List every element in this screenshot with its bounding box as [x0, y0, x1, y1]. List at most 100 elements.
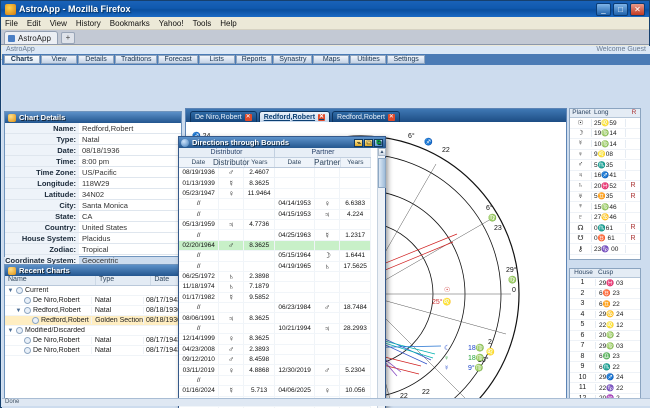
dialog-col-distributor-1[interactable]: Distributor — [213, 158, 250, 167]
dialog-col-date-3[interactable]: Date — [275, 158, 315, 167]
module-tab-settings[interactable]: Settings — [387, 55, 425, 64]
chart-detail-value: CA — [82, 212, 93, 221]
tree-twisty-icon[interactable]: ▼ — [7, 327, 14, 334]
direction-row[interactable]: 06/25/1972 ♄ 2.3898 — [179, 271, 371, 283]
houses-column-cusp[interactable]: Cusp — [598, 269, 614, 276]
houses-column-house[interactable]: House — [570, 269, 596, 277]
dialog-col-years-2[interactable]: Years — [245, 158, 275, 167]
recent-chart-row[interactable]: ▼ Redford,Robert Natal 08/18/1936 — [5, 306, 181, 316]
direction-row[interactable]: 05/13/1959 ♃ 4.7736 — [179, 219, 371, 231]
recent-chart-row[interactable]: ▼ Current — [5, 286, 181, 296]
module-tab-details[interactable]: Details — [78, 55, 114, 64]
menu-item-file[interactable]: File — [5, 18, 18, 28]
planet-longitude: 16♐41 — [592, 171, 626, 180]
recent-chart-date: 08/17/1943 — [142, 297, 181, 304]
direction-row[interactable]: // 04/15/1953 ♃ 4.224 — [179, 209, 371, 220]
direction-row[interactable]: // 05/15/1964 ☽ 1.6441 — [179, 251, 371, 262]
planets-column-long[interactable]: Long — [592, 109, 626, 117]
partner-years — [340, 219, 371, 230]
svg-text:♐ 24: ♐ 24 — [192, 131, 211, 140]
module-tab-view[interactable]: View — [41, 55, 77, 64]
scroll-up-button[interactable]: ▲ — [378, 148, 386, 156]
module-tab-forecast[interactable]: Forecast — [158, 55, 198, 64]
menu-item-edit[interactable]: Edit — [26, 18, 41, 28]
module-tab-charts[interactable]: Charts — [4, 55, 40, 64]
recent-column-name[interactable]: Name — [5, 276, 96, 285]
dialog-restore-button[interactable]: ⧉ — [374, 138, 383, 147]
direction-row[interactable]: // 06/23/1984 ♂ 18.7484 — [179, 303, 371, 314]
dialog-col-partner-4[interactable]: Partner — [314, 158, 341, 167]
menu-item-view[interactable]: View — [49, 18, 67, 28]
recent-chart-row[interactable]: De Niro,Robert Natal 08/17/1943 — [5, 336, 181, 346]
module-tab-traditions[interactable]: Traditions — [115, 55, 158, 64]
direction-row[interactable]: 11/18/1974 ♄ 7.1879 — [179, 282, 371, 293]
chart-tab[interactable]: De Niro,Robert ✕ — [190, 111, 257, 122]
dialog-group-headers: Distributor Partner — [179, 148, 371, 158]
chart-tab[interactable]: Redford,Robert ✕ — [332, 111, 400, 122]
tree-twisty-icon[interactable]: ▼ — [15, 307, 22, 314]
menu-item-bookmarks[interactable]: Bookmarks — [109, 18, 150, 28]
partner-years — [340, 271, 371, 282]
dialog-col-years-5[interactable]: Years — [341, 158, 371, 167]
direction-row[interactable]: 01/16/2024 ☿ 5.713 04/06/2025 ♀ 10.056 — [179, 386, 371, 397]
maximize-button[interactable]: □ — [613, 2, 628, 16]
module-tab-reports[interactable]: Reports — [235, 55, 273, 64]
direction-row[interactable]: 01/13/1939 ☿ 8.3625 — [179, 178, 371, 189]
recent-chart-name-cell: De Niro,Robert — [5, 337, 91, 344]
dialog-maximize-button[interactable]: □ — [364, 138, 373, 147]
direction-row[interactable]: 04/23/2008 ♂ 2.3893 — [179, 344, 371, 356]
direction-row[interactable]: 12/14/1999 ♀ 8.3625 — [179, 334, 371, 345]
planets-column-r[interactable]: R — [631, 109, 637, 116]
direction-row[interactable]: 08/06/1991 ♃ 8.3625 — [179, 313, 371, 324]
dialog-minimize-button[interactable]: – — [354, 138, 363, 147]
planets-column-planet[interactable]: Planet — [570, 109, 592, 117]
partner-glyph — [315, 375, 341, 386]
close-icon[interactable]: ✕ — [387, 113, 395, 121]
direction-row[interactable]: // 04/25/1963 ☿ 1.2317 — [179, 230, 371, 241]
module-tab-synastry[interactable]: Synastry — [273, 55, 313, 64]
menu-item-history[interactable]: History — [75, 18, 101, 28]
new-tab-button[interactable]: + — [60, 32, 75, 44]
direction-row[interactable]: // 04/14/1953 ♀ 6.6383 — [179, 199, 371, 210]
direction-row[interactable]: 09/12/2010 ♂ 8.4598 — [179, 355, 371, 366]
menu-item-yahoo[interactable]: Yahoo! — [158, 18, 184, 28]
menu-item-help[interactable]: Help — [220, 18, 237, 28]
recent-chart-row[interactable]: De Niro,Robert Natal 08/17/1943 — [5, 296, 181, 306]
direction-row[interactable]: 08/19/1936 ♂ 2.4607 — [179, 168, 371, 179]
module-tab-utilities[interactable]: Utilities — [350, 55, 387, 64]
module-tab-lists[interactable]: Lists — [198, 55, 235, 64]
direction-row[interactable]: 01/17/1982 ☿ 9.5852 — [179, 292, 371, 304]
planet-longitude: 15♍46 — [592, 202, 626, 211]
recent-column-type[interactable]: Type — [96, 276, 152, 285]
direction-row[interactable]: 02/20/1964 ♂ 8.3625 — [179, 240, 371, 252]
close-button[interactable]: ✕ — [630, 2, 645, 16]
close-icon[interactable]: ✕ — [244, 113, 252, 121]
svg-text:♀: ♀ — [444, 355, 449, 362]
direction-row[interactable]: // 10/21/1994 ♃ 28.2993 — [179, 323, 371, 335]
planet-row: ♄ 20♓52 R — [570, 181, 640, 192]
browser-tab-astroapp[interactable]: AstroApp — [4, 31, 58, 44]
direction-row[interactable]: // 04/19/1965 ♄ 17.5625 — [179, 261, 371, 272]
planet-glyph: ♃ — [570, 171, 592, 179]
chart-tab[interactable]: Redford,Robert ✕ — [258, 111, 331, 122]
recent-chart-row[interactable]: ▼ Modified/Discarded — [5, 326, 181, 336]
recent-column-date[interactable]: Date — [151, 276, 181, 285]
minimize-button[interactable]: _ — [596, 2, 611, 16]
module-tab-maps[interactable]: Maps — [313, 55, 350, 64]
tree-twisty-icon[interactable]: ▼ — [7, 287, 14, 294]
planet-glyph: ☿ — [570, 140, 592, 148]
close-icon[interactable]: ✕ — [318, 113, 326, 121]
recent-chart-row[interactable]: De Niro,Robert Natal 08/17/1943 — [5, 346, 181, 356]
partner-date — [275, 334, 316, 344]
dialog-titlebar[interactable]: Directions through Bounds – □ ⧉ — [179, 137, 385, 148]
distributor-years: 8.3625 — [244, 178, 275, 188]
direction-row[interactable]: 03/11/2019 ♀ 4.8868 12/30/2019 ♂ 5.2304 — [179, 365, 371, 376]
direction-row[interactable]: // — [179, 375, 371, 387]
dialog-scrollbar[interactable]: ▲ ▼ — [377, 148, 386, 408]
dialog-col-date-0[interactable]: Date — [179, 158, 219, 167]
menu-item-tools[interactable]: Tools — [192, 18, 212, 28]
scroll-thumb[interactable] — [378, 158, 386, 188]
direction-row[interactable]: 05/23/1947 ♀ 11.9464 — [179, 188, 371, 200]
